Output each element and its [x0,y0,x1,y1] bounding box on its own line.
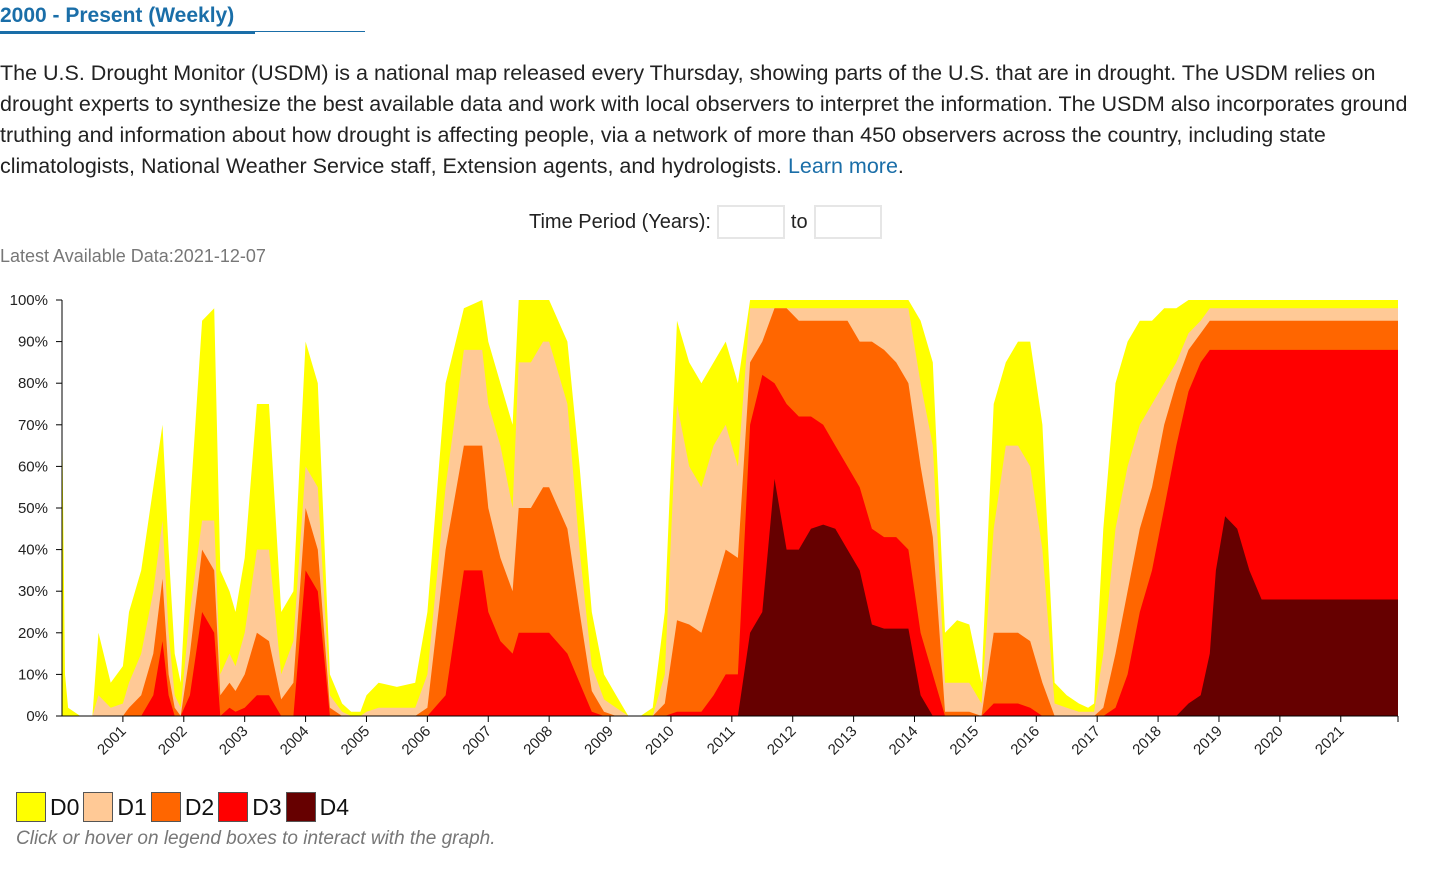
time-period-control: Time Period (Years): to [529,202,888,242]
y-tick-label: 50% [18,500,48,517]
area-d1[interactable] [62,308,1398,716]
legend-label-d1: D1 [117,793,147,820]
x-tick-label: 2006 [399,723,435,759]
legend-label-d3: D3 [252,793,282,820]
series-layer [62,300,1398,716]
x-tick-label: 2004 [277,723,313,759]
x-tick-label: 2001 [94,723,130,759]
x-tick-label: 2003 [216,723,252,759]
x-tick-label: 2019 [1190,723,1226,759]
latest-label: Latest Available Data: [0,246,174,266]
legend-swatch-d3[interactable] [218,792,249,822]
x-tick-label: 2015 [947,723,983,759]
legend-swatch-d1[interactable] [83,792,114,822]
legend-item-d4[interactable]: D4 [285,792,351,822]
legend-swatch-d0[interactable] [16,792,46,822]
y-tick-label: 60% [18,458,48,475]
x-tick-label: 2014 [886,723,922,759]
x-tick-label: 2008 [520,723,556,759]
x-tick-label: 2009 [581,723,617,759]
legend-item-d2[interactable]: D2 [150,792,216,822]
legend-label-d4: D4 [319,793,350,820]
x-tick-label: 2005 [338,723,374,759]
x-tick-label: 2018 [1129,723,1165,759]
description-end: . [897,154,904,178]
latest-data: Latest Available Data:2021-12-07 [0,246,266,267]
time-period-label: Time Period (Years): [529,210,711,233]
area-d4[interactable] [62,478,1398,716]
x-tick-label: 2016 [1008,723,1044,759]
x-tick-label: 2017 [1068,723,1104,759]
y-tick-label: 20% [18,625,48,642]
legend-swatch-d2[interactable] [150,792,181,822]
y-tick-label: 0% [26,708,48,725]
description-text: The U.S. Drought Monitor (USDM) is a nat… [0,61,1408,178]
legend-swatch-d4[interactable] [285,792,316,822]
legend-label-d0: D0 [50,793,80,820]
y-tick-label: 70% [18,417,48,434]
y-tick-label: 40% [18,542,48,559]
start-year-input[interactable] [716,205,785,239]
legend-item-d1[interactable]: D1 [83,792,148,822]
y-tick-label: 80% [18,375,48,392]
x-tick-label: 2011 [704,723,739,758]
x-tick-label: 2007 [459,723,495,759]
legend-item-d0[interactable]: D0 [16,792,81,822]
x-tick-label: 2013 [825,723,861,759]
x-tick-label: 2012 [764,723,800,759]
title-divider [255,31,365,32]
y-tick-label: 10% [18,666,48,683]
drought-area-chart: 0% 10% 20% 30% 40% 50% 60% 70% 80% 90% 100% 2001 200… [10,292,1399,759]
learn-more-link[interactable]: Learn more [787,154,898,178]
x-tick-label: 2020 [1251,723,1287,759]
y-tick-label: 30% [18,583,48,600]
section-title: 2000 - Present (Weekly) [0,4,235,27]
legend: D0 D1 D2 D3 D4 [16,792,353,822]
x-tick-label: 2002 [155,723,191,759]
latest-date: 2021-12-07 [173,246,266,266]
to-label: to [790,210,808,233]
x-tick-label: 2010 [642,723,678,759]
y-tick-label: 90% [18,334,48,351]
description: The U.S. Drought Monitor (USDM) is a nat… [0,58,1428,182]
legend-label-d2: D2 [184,793,215,820]
end-year-input[interactable] [813,205,882,239]
y-tick-label: 100% [10,292,48,309]
title-underline [0,31,255,34]
x-tick-label: 2021 [1312,723,1348,759]
legend-item-d3[interactable]: D3 [218,792,283,822]
legend-hint: Click or hover on legend boxes to intera… [16,828,496,849]
